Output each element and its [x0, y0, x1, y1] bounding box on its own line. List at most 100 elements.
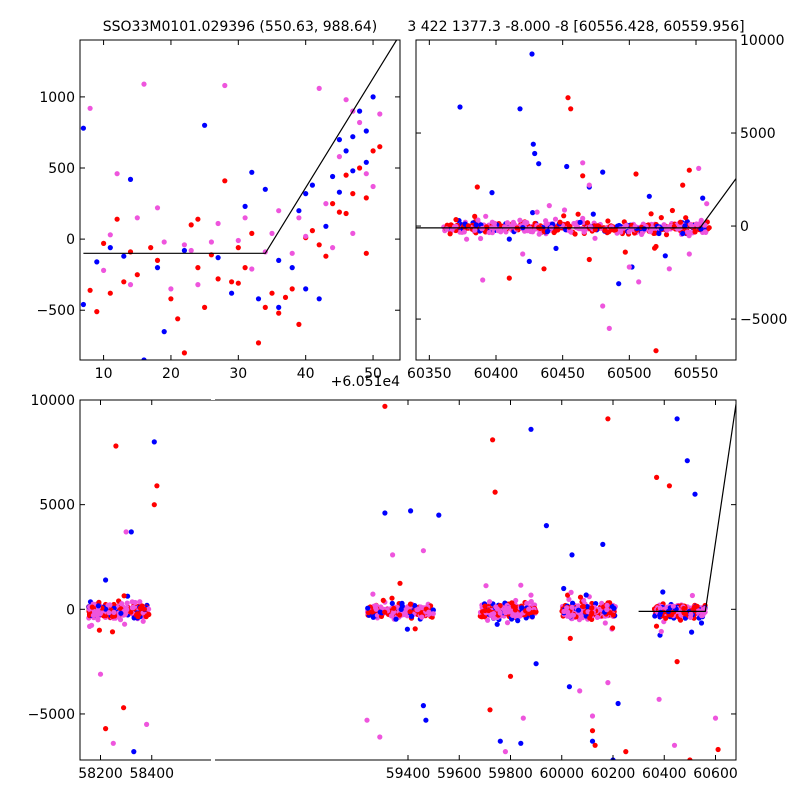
- data-point-red: [350, 191, 356, 197]
- data-point-blue: [229, 290, 235, 296]
- data-point-red: [343, 210, 349, 217]
- band-point: [698, 620, 705, 626]
- band-point: [412, 626, 418, 632]
- data-point-red: [492, 489, 498, 495]
- data-point-pink: [144, 721, 150, 728]
- x-tick-label: 60550: [674, 366, 719, 382]
- band-point: [561, 213, 567, 219]
- band-point: [95, 617, 101, 623]
- band-point: [529, 614, 535, 620]
- band-point: [528, 592, 534, 598]
- data-point-blue: [316, 296, 322, 302]
- band-point: [447, 231, 453, 237]
- band-point: [519, 605, 525, 611]
- data-point-pink: [123, 529, 129, 535]
- band-point: [141, 606, 147, 612]
- data-point-blue: [457, 104, 463, 110]
- band-point: [393, 616, 399, 622]
- band-point: [498, 229, 504, 235]
- data-point-red: [222, 178, 228, 184]
- data-point-pink: [704, 201, 710, 207]
- data-point-red: [633, 171, 639, 177]
- band-point: [407, 609, 413, 615]
- band-point: [589, 610, 595, 616]
- data-point-blue: [202, 122, 208, 128]
- data-point-blue: [684, 458, 690, 464]
- data-point-red: [148, 245, 154, 251]
- data-point-red: [323, 253, 329, 259]
- band-point: [579, 613, 585, 620]
- band-point: [610, 625, 616, 631]
- band-point: [461, 229, 467, 235]
- band-point: [518, 582, 524, 588]
- data-point-blue: [674, 416, 680, 422]
- band-point: [89, 604, 95, 610]
- data-point-blue: [131, 749, 137, 755]
- data-point-pink: [586, 182, 592, 188]
- band-point: [702, 229, 708, 235]
- data-point-red: [94, 309, 100, 315]
- data-point-red: [622, 249, 628, 255]
- data-point-pink: [296, 215, 302, 221]
- band-point: [430, 607, 436, 613]
- data-point-blue: [497, 738, 503, 744]
- band-point: [509, 224, 515, 230]
- x-tick-label: 59600: [437, 766, 482, 782]
- band-point: [590, 211, 596, 217]
- y-tick-label: −500: [37, 303, 75, 319]
- band-point: [564, 605, 570, 611]
- band-point: [473, 222, 479, 228]
- plot-area-top-right: [416, 51, 736, 354]
- band-point: [684, 229, 690, 235]
- data-point-pink: [577, 688, 583, 694]
- data-point-blue: [569, 552, 575, 558]
- band-point: [95, 603, 101, 609]
- band-point: [561, 207, 568, 213]
- data-point-pink: [97, 671, 104, 677]
- band-point: [472, 213, 478, 219]
- band-point: [482, 607, 488, 614]
- plot-area-top-left: [80, 40, 398, 360]
- data-point-red: [568, 106, 574, 112]
- x-tick-label: 58400: [129, 766, 174, 782]
- data-point-blue: [530, 141, 536, 147]
- x-offset-label: +6.051e4: [331, 374, 400, 390]
- data-point-pink: [222, 82, 228, 89]
- data-point-pink: [276, 208, 282, 214]
- data-point-blue: [700, 195, 706, 201]
- data-point-red: [103, 726, 109, 732]
- band-point: [497, 610, 503, 616]
- band-point: [677, 219, 684, 225]
- data-point-pink: [546, 203, 552, 209]
- data-point-red: [336, 209, 342, 215]
- band-point: [572, 221, 578, 228]
- data-point-blue: [532, 150, 538, 157]
- y-tick-label: 1000: [39, 90, 75, 106]
- data-point-red: [363, 195, 369, 201]
- data-point-red: [687, 757, 693, 760]
- band-point: [544, 228, 551, 235]
- data-point-pink: [712, 715, 719, 721]
- band-point: [124, 607, 130, 613]
- band-point: [486, 229, 492, 236]
- band-point: [124, 600, 130, 606]
- band-point: [617, 226, 623, 232]
- data-point-red: [474, 184, 480, 190]
- data-point-blue: [680, 230, 686, 237]
- data-point-blue: [323, 223, 329, 229]
- y-tick-label: 0: [740, 219, 749, 235]
- data-point-blue: [543, 523, 550, 529]
- data-point-pink: [168, 286, 174, 292]
- data-point-red: [289, 286, 295, 292]
- data-point-blue: [518, 740, 524, 746]
- data-point-pink: [580, 160, 586, 166]
- data-point-blue: [296, 208, 302, 214]
- band-point: [426, 609, 432, 615]
- data-point-blue: [662, 253, 668, 259]
- data-point-blue: [566, 684, 573, 690]
- data-point-blue: [529, 51, 535, 57]
- band-point: [584, 220, 591, 226]
- data-point-pink: [605, 680, 611, 686]
- data-point-red: [168, 296, 174, 302]
